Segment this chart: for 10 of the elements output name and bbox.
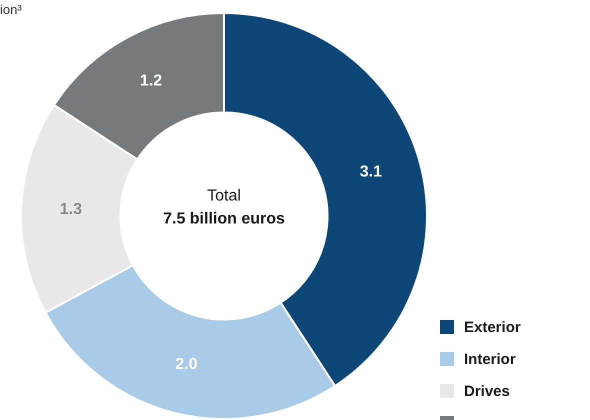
legend-label: Drives	[464, 382, 510, 400]
data-label: 1.3	[60, 201, 82, 218]
text: Total	[207, 187, 241, 204]
data-label: 3.1	[360, 164, 382, 181]
legend-label: Interior	[464, 350, 516, 368]
legend-label: Exterior	[464, 318, 521, 336]
text: ion³	[0, 2, 22, 17]
data-label: 2.0	[175, 356, 198, 373]
data-label: 1.2	[140, 72, 162, 90]
text: 7.5 billion euros	[163, 210, 285, 228]
